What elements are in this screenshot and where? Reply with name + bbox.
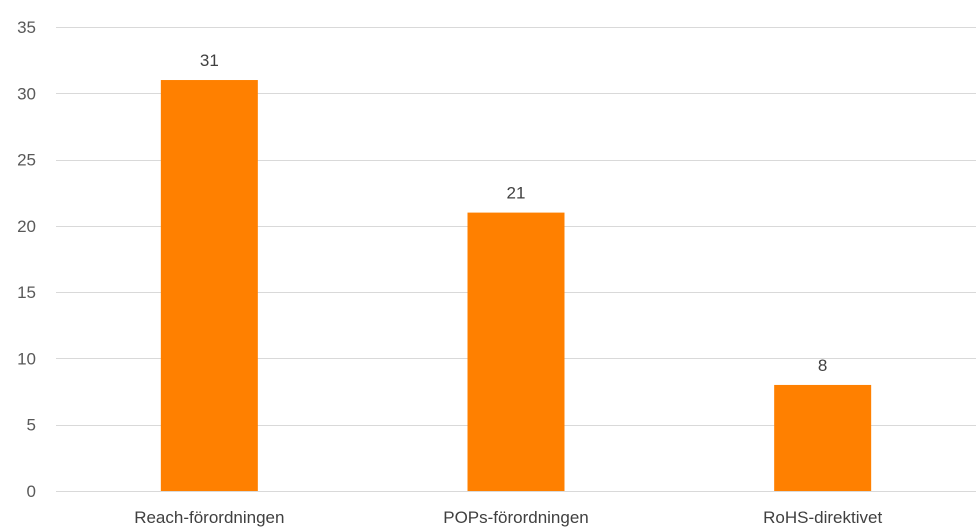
- x-tick-label: POPs-förordningen: [443, 508, 589, 527]
- y-tick-label: 35: [17, 18, 36, 37]
- y-tick-label: 25: [17, 151, 36, 170]
- x-axis-labels: Reach-förordningen POPs-förordningen RoHS-…: [134, 508, 882, 527]
- x-tick-label: RoHS-direktivet: [763, 508, 882, 527]
- y-tick-label: 5: [27, 416, 36, 435]
- bar-value-label: 31: [200, 51, 219, 70]
- bar: [467, 212, 565, 491]
- y-axis-ticks: 0 5 10 15 20 25 30 35: [17, 18, 36, 501]
- data-labels: 31 21 8: [200, 51, 828, 375]
- bar: [774, 384, 872, 491]
- bar: [160, 80, 258, 492]
- bars: [160, 80, 872, 492]
- y-tick-label: 0: [27, 482, 36, 501]
- x-tick-label: Reach-förordningen: [134, 508, 284, 527]
- y-tick-label: 10: [17, 349, 36, 368]
- bar-value-label: 21: [507, 184, 526, 203]
- y-tick-label: 15: [17, 283, 36, 302]
- y-tick-label: 30: [17, 84, 36, 103]
- bar-value-label: 8: [818, 356, 827, 375]
- y-tick-label: 20: [17, 217, 36, 236]
